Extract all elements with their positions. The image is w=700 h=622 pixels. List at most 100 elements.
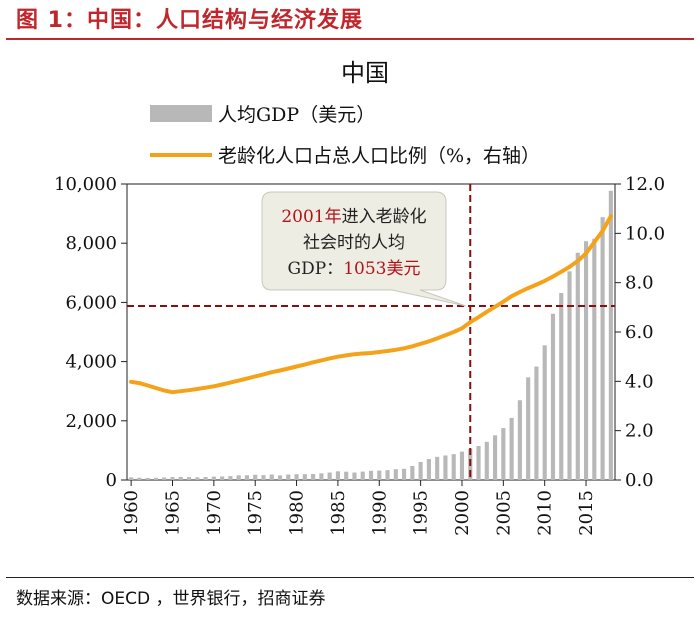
gdp-bar — [178, 476, 183, 480]
axes: 0 2,000 4,000 6,000 8,000 10,000 0.0 2.0 4.0 6.0 8… — [54, 174, 665, 536]
gdp-bar — [377, 470, 382, 480]
annotation-line1-text: 进入老龄化 — [342, 207, 427, 227]
aging-ratio-line — [129, 214, 613, 395]
gdp-bar — [294, 474, 299, 480]
annotation-bubble — [261, 191, 467, 307]
gdp-bar — [493, 435, 498, 480]
y-left-tick-label: 0 — [106, 470, 117, 491]
x-tick-label: 1985 — [328, 490, 349, 536]
y-right-tick-label: 6.0 — [625, 322, 654, 343]
gdp-bar — [269, 474, 274, 480]
reference-lines — [127, 184, 615, 480]
gdp-bar — [476, 445, 481, 480]
annotation-gdp-value: 1053美元 — [343, 259, 420, 279]
gdp-bar — [236, 475, 241, 480]
gdp-bar — [228, 476, 233, 480]
gdp-bar — [129, 477, 134, 480]
gdp-bar — [451, 454, 456, 480]
y-left-tick-label: 8,000 — [65, 233, 117, 254]
gdp-bar — [550, 313, 556, 480]
gdp-bar — [277, 475, 283, 480]
gdp-bar — [368, 470, 374, 480]
y-left-tick-label: 4,000 — [65, 352, 117, 373]
gdp-bar — [534, 366, 539, 480]
chart: 中国 人均GDP（美元） 老龄化人口占总人口比例（%，右轴） 0 2,000 4,0… — [54, 59, 665, 536]
gdp-bar — [393, 469, 398, 480]
y-right-tick-label: 0.0 — [625, 470, 654, 491]
annotation-callout: 2001年进入老龄化 社会时的人均 GDP：1053美元 — [261, 191, 467, 307]
title-divider — [6, 38, 694, 40]
gdp-bar — [608, 190, 613, 481]
gdp-bar — [418, 461, 423, 480]
gdp-bar — [162, 477, 167, 480]
source-note: 数据来源：OECD ，世界银行，招商证券 — [16, 589, 326, 609]
gdp-bar — [484, 441, 489, 480]
x-tick-label: 1965 — [162, 490, 183, 536]
gdp-bar — [244, 475, 249, 480]
gdp-bar — [509, 417, 514, 480]
gdp-bar — [402, 468, 407, 480]
gdp-bar — [517, 400, 522, 480]
gdp-bar — [360, 471, 365, 480]
gdp-bar — [145, 477, 150, 480]
y-right-tick-label: 12.0 — [625, 174, 665, 195]
gdp-bar — [170, 477, 175, 480]
gdp-bar — [459, 451, 465, 480]
gdp-bar — [426, 459, 431, 480]
x-tick-label: 2005 — [493, 490, 514, 536]
y-left-tick-label: 10,000 — [54, 174, 117, 195]
footer-divider — [6, 577, 694, 578]
gdp-bar — [261, 475, 266, 480]
gdp-bar — [335, 471, 340, 480]
legend-bar-label: 人均GDP（美元） — [218, 104, 375, 126]
gdp-bar — [542, 345, 547, 480]
figure-title: 图 1：中国：人口结构与经济发展 — [16, 8, 363, 33]
x-tick-label: 2000 — [452, 490, 473, 536]
gdp-bar — [592, 238, 597, 480]
y-right-tick-label: 2.0 — [625, 421, 654, 442]
gdp-bar — [344, 471, 349, 480]
gdp-bar — [253, 474, 258, 480]
gdp-bar — [220, 476, 225, 480]
x-tick-label: 1990 — [369, 490, 390, 536]
x-tick-label: 1975 — [245, 490, 266, 536]
line-series — [129, 214, 613, 395]
gdp-bar — [195, 477, 200, 480]
gdp-bar — [186, 477, 192, 480]
gdp-bar — [327, 472, 332, 480]
gdp-bar — [137, 477, 142, 480]
x-tick-label: 1970 — [204, 490, 225, 536]
gdp-bar — [526, 377, 531, 480]
gdp-bar — [203, 477, 208, 480]
gdp-bar — [567, 271, 572, 480]
gdp-bar — [311, 473, 316, 480]
legend-line-label: 老龄化人口占总人口比例（%，右轴） — [218, 145, 540, 167]
x-tick-label: 2015 — [576, 490, 597, 536]
gdp-bar — [600, 217, 605, 481]
gdp-bar — [352, 472, 357, 480]
chart-title: 中国 — [341, 59, 389, 87]
gdp-bar — [575, 252, 580, 480]
gdp-bar — [302, 474, 307, 480]
gdp-bar — [501, 428, 506, 480]
annotation-line2: 社会时的人均 — [303, 233, 405, 253]
y-right-tick-label: 8.0 — [625, 273, 654, 294]
gdp-bar — [319, 473, 324, 480]
gdp-bar — [153, 477, 159, 480]
x-tick-label: 1995 — [411, 490, 432, 536]
x-tick-label: 1960 — [121, 490, 142, 536]
gdp-bar — [385, 470, 390, 480]
gdp-bar — [583, 241, 589, 480]
gdp-bar — [286, 474, 291, 480]
legend: 人均GDP（美元） 老龄化人口占总人口比例（%，右轴） — [150, 104, 540, 167]
y-left-tick-label: 2,000 — [65, 411, 117, 432]
annotation-year: 2001年 — [281, 207, 341, 227]
bar-series — [129, 190, 613, 481]
gdp-bar — [435, 456, 440, 480]
gdp-bar — [410, 465, 415, 480]
y-right-tick-label: 10.0 — [625, 223, 665, 244]
annotation-gdp-label: GDP： — [288, 259, 344, 279]
annotation-line3: GDP：1053美元 — [288, 259, 421, 279]
gdp-bar — [211, 476, 216, 480]
x-tick-label: 1980 — [287, 490, 308, 536]
